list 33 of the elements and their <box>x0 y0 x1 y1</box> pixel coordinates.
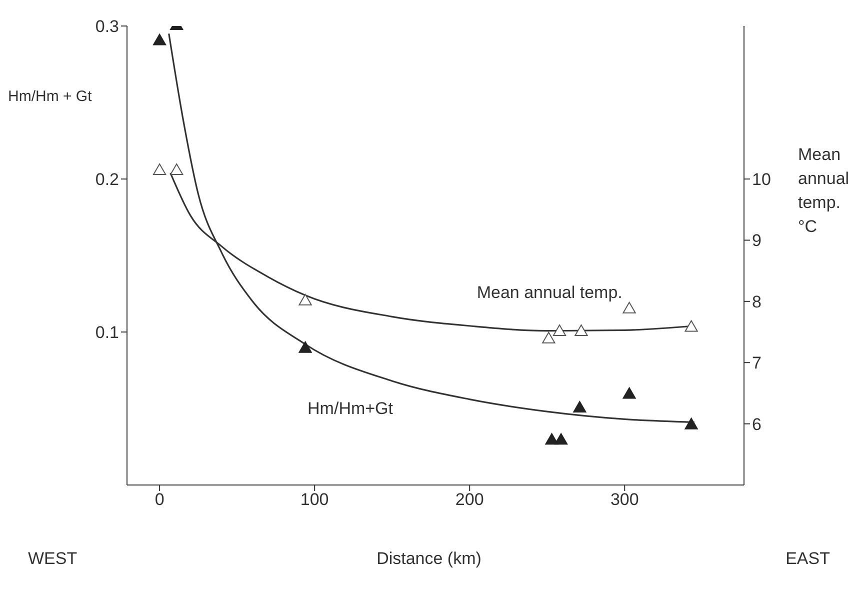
point <box>152 34 166 46</box>
point <box>573 400 586 413</box>
point <box>298 341 312 353</box>
y-axis-title: Hm/Hm + Gt <box>8 88 92 105</box>
text: EAST <box>786 549 830 569</box>
x-axis-title: Distance (km) <box>376 549 482 568</box>
point <box>574 324 588 336</box>
point <box>552 324 566 336</box>
series-label: Hm/Hm+Gt <box>308 399 394 418</box>
x-tick-label: 200 <box>455 490 484 510</box>
y2-tick-label: 8 <box>752 292 762 312</box>
point <box>622 302 636 314</box>
point <box>684 320 698 332</box>
point <box>542 332 556 344</box>
text: WEST <box>28 549 78 569</box>
y2-tick-label: 9 <box>752 231 762 250</box>
y-tick-label: 0.1 <box>95 323 119 342</box>
y-tick-label: 0.2 <box>95 170 119 190</box>
point <box>298 294 312 306</box>
y-tick-label: 0.3 <box>95 17 119 36</box>
x-tick-label: 0 <box>154 490 164 510</box>
point <box>554 433 568 445</box>
y2-tick-label: 6 <box>752 414 762 434</box>
y2-axis-title: Mean annual temp. °C <box>798 144 850 238</box>
x-tick-label: 300 <box>610 490 639 510</box>
point <box>622 387 636 399</box>
y2-tick-label: 10 <box>752 170 771 190</box>
y2-tick-label: 7 <box>752 354 762 373</box>
point <box>170 164 184 176</box>
x-tick-label: 100 <box>300 490 329 510</box>
point <box>684 418 698 430</box>
series-label: Mean annual temp. <box>476 282 622 302</box>
point <box>152 164 166 176</box>
